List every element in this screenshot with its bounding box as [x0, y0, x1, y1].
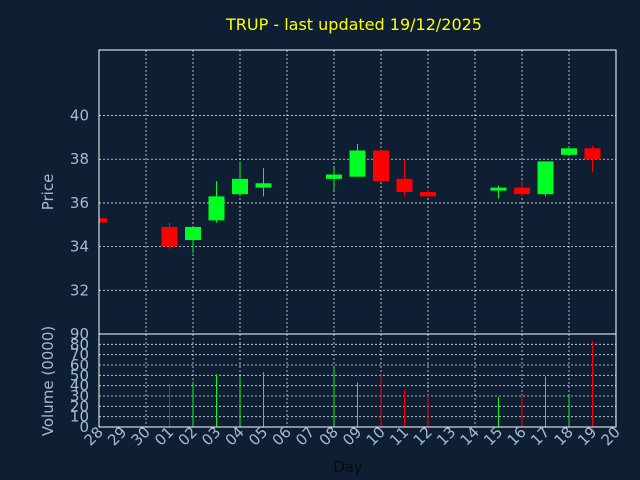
price-y-tick-label: 38 — [70, 150, 89, 168]
price-y-tick-label: 36 — [70, 194, 89, 212]
candle-body — [161, 226, 178, 247]
x-axis-label: Day — [333, 458, 363, 476]
candle-body — [99, 218, 107, 223]
candle-body — [561, 148, 577, 155]
chart-title: TRUP - last updated 19/12/2025 — [225, 15, 482, 34]
volume-y-tick-label: 70 — [70, 346, 89, 364]
volume-panel-frame — [98, 333, 617, 428]
candle-body — [255, 183, 272, 188]
price-y-tick-label: 40 — [70, 107, 89, 125]
volume-y-tick-label: 80 — [70, 335, 89, 353]
candle-body — [537, 161, 554, 195]
candle-body — [349, 150, 366, 177]
candle-body — [232, 178, 248, 195]
volume-y-tick-label: 0 — [79, 418, 89, 436]
price-candles — [98, 143, 601, 254]
volume-y-tick-label: 10 — [70, 408, 89, 426]
candle-body — [420, 192, 436, 197]
candle-body — [584, 148, 601, 160]
volume-y-tick-label: 90 — [70, 325, 89, 343]
candle-body — [208, 196, 225, 221]
candle-body — [396, 178, 413, 192]
volume-y-tick-label: 30 — [70, 387, 89, 405]
price-y-tick-label: 32 — [70, 281, 89, 299]
volume-y-tick-label: 60 — [70, 356, 89, 374]
price-y-tick-labels: 32 34 36 38 40 — [70, 107, 89, 300]
volume-axis-label: Volume (0000) — [39, 326, 57, 436]
volume-y-tick-label: 20 — [70, 397, 89, 415]
volume-y-tick-label: 50 — [70, 366, 89, 384]
candle-body — [514, 187, 530, 195]
price-y-tick-label: 34 — [70, 238, 89, 256]
candle-body — [490, 187, 507, 191]
price-axis-label: Price — [39, 174, 57, 211]
candle-body — [326, 174, 342, 179]
candle-body — [185, 226, 201, 241]
x-tick-labels: 2829300102030405060708091011121314151617… — [81, 423, 624, 449]
volume-bars — [169, 341, 593, 427]
volume-y-tick-label: 40 — [70, 377, 89, 395]
candle-body — [373, 150, 389, 182]
